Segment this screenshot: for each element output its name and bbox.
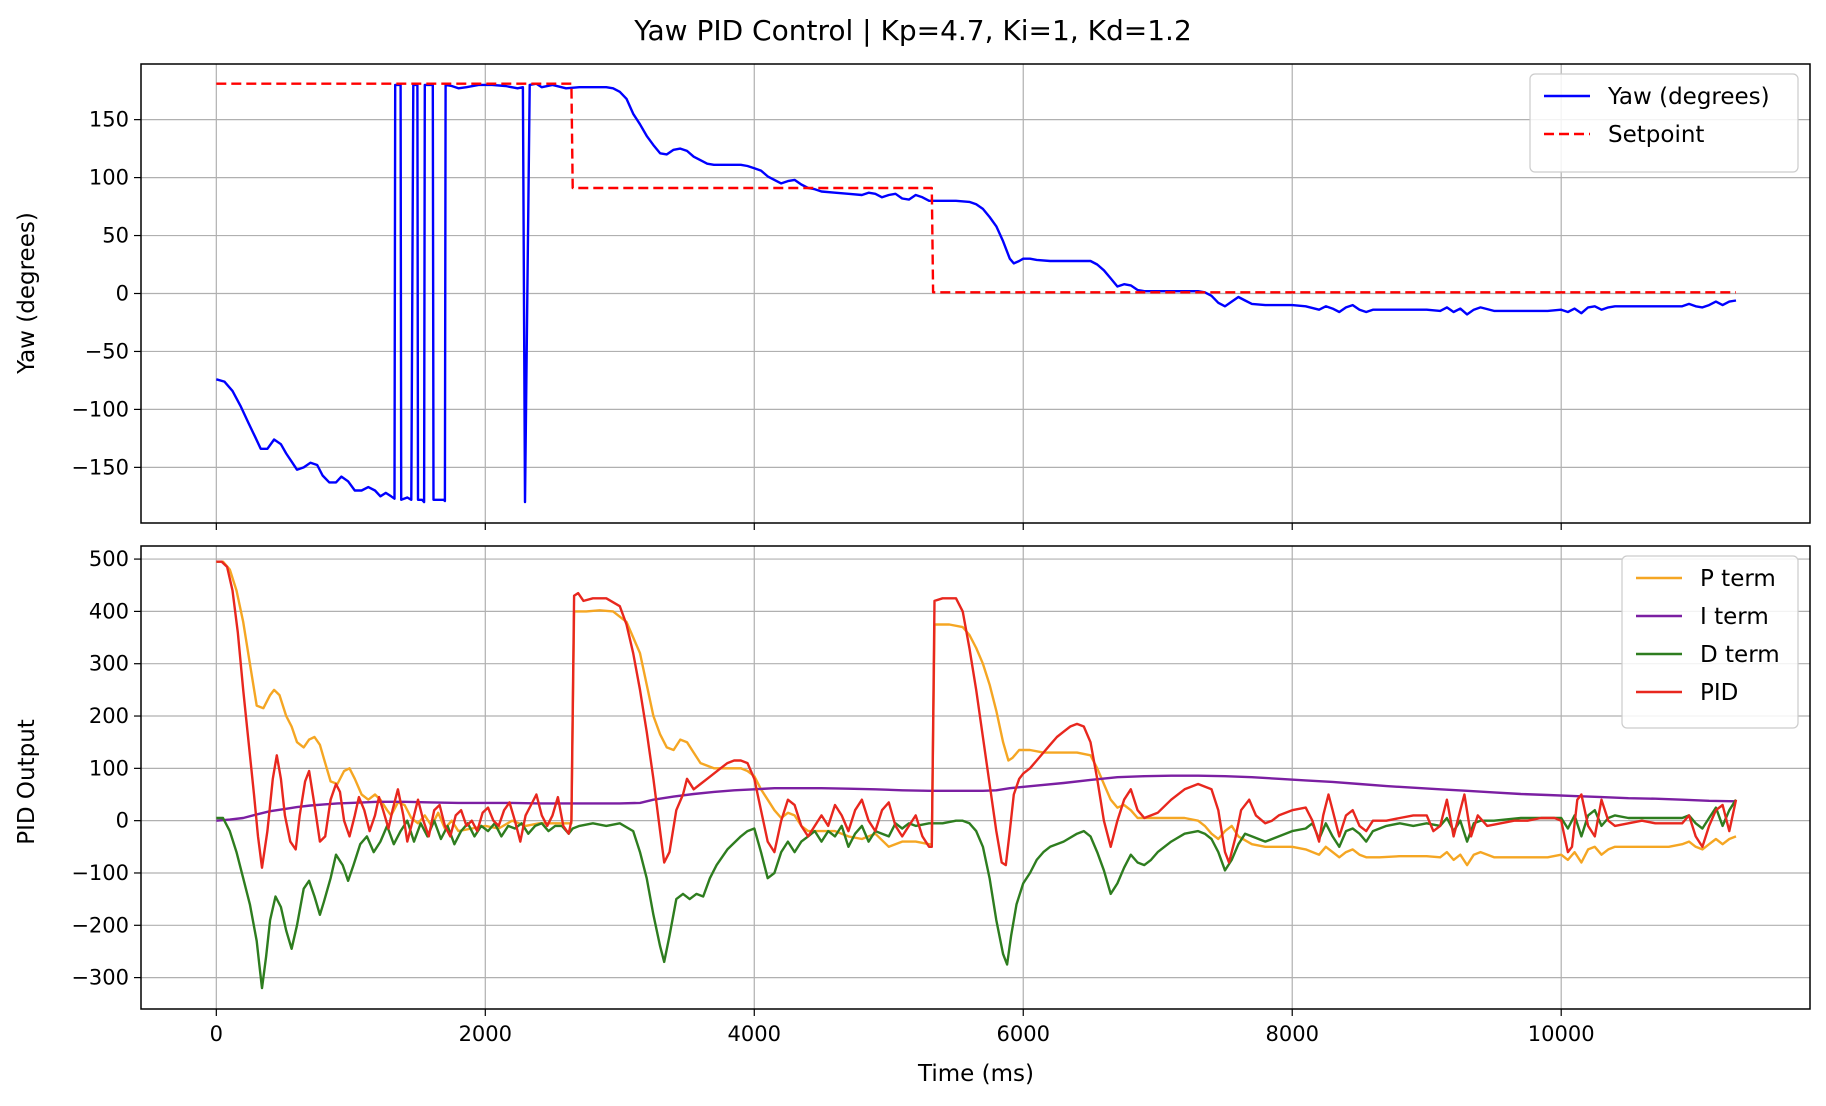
pid-panel: PID Output Time (ms) 0 2000 4000 6000 8000 10… bbox=[14, 545, 1811, 1087]
yaw-series-group bbox=[215, 82, 1737, 504]
series-line-i-term bbox=[216, 774, 1737, 822]
series-line-pid bbox=[216, 560, 1738, 869]
pid-legend-box bbox=[1621, 555, 1799, 729]
pid-series-group bbox=[216, 560, 1738, 990]
pid-xtick-label: 10000 bbox=[1528, 1022, 1595, 1046]
pid-ytick-label: −300 bbox=[71, 966, 129, 990]
yaw-ytick-label: −150 bbox=[71, 455, 129, 479]
pid-panel-xlabel: Time (ms) bbox=[917, 1061, 1034, 1087]
pid-xtick-label: 6000 bbox=[997, 1022, 1050, 1046]
yaw-ytick-label: 100 bbox=[89, 166, 129, 190]
legend-label-setpoint: Setpoint bbox=[1608, 122, 1704, 148]
pid-ytick-label: 400 bbox=[89, 599, 129, 623]
yaw-ytick-label: 150 bbox=[89, 108, 129, 132]
pid-xtick-label: 0 bbox=[210, 1022, 223, 1046]
pid-xtick-label: 4000 bbox=[728, 1022, 781, 1046]
legend-label-i-term: I term bbox=[1700, 604, 1769, 630]
yaw-ytick-label: 50 bbox=[102, 224, 129, 248]
legend-label-p-term: P term bbox=[1700, 566, 1776, 592]
legend-label-pid: PID bbox=[1700, 680, 1738, 706]
pid-ytick-label: 200 bbox=[89, 704, 129, 728]
pid-legend: P term I term D term PID bbox=[1621, 555, 1799, 729]
yaw-panel-ylabel: Yaw (degrees) bbox=[14, 212, 40, 375]
pid-ytick-label: 300 bbox=[89, 652, 129, 676]
series-line-setpoint bbox=[216, 82, 1736, 294]
pid-xtick-label: 8000 bbox=[1265, 1022, 1318, 1046]
pid-ytick-label: −200 bbox=[71, 913, 129, 937]
pid-ytick-label: 500 bbox=[89, 547, 129, 571]
yaw-panel: Yaw (degrees) 150 100 50 0 −50 −100 −150 Yaw (d… bbox=[14, 63, 1811, 530]
series-line-p-term bbox=[216, 560, 1737, 867]
yaw-ytick-label: 0 bbox=[116, 282, 129, 306]
pid-ytick-label: 0 bbox=[116, 809, 129, 833]
pid-ytick-label: 100 bbox=[89, 756, 129, 780]
pid-panel-ylabel: PID Output bbox=[14, 719, 40, 845]
series-line-yaw-degrees bbox=[215, 82, 1737, 504]
pid-xtick-label: 2000 bbox=[459, 1022, 512, 1046]
figure-title: Yaw PID Control | Kp=4.7, Ki=1, Kd=1.2 bbox=[633, 14, 1192, 47]
legend-label-yaw-degrees: Yaw (degrees) bbox=[1607, 84, 1770, 110]
pid-axes-frame bbox=[140, 545, 1811, 1010]
legend-label-d-term: D term bbox=[1700, 642, 1780, 668]
yaw-ytick-label: −100 bbox=[71, 397, 129, 421]
yaw-legend: Yaw (degrees) Setpoint bbox=[1529, 73, 1799, 173]
yaw-legend-box bbox=[1529, 73, 1799, 173]
pid-ytick-label: −100 bbox=[71, 861, 129, 885]
yaw-ytick-label: −50 bbox=[85, 339, 129, 363]
